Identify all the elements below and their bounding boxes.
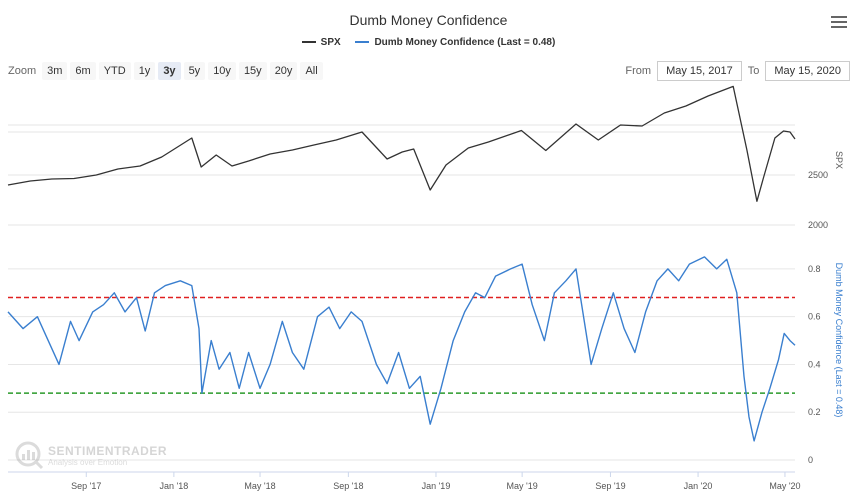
from-date-input[interactable]: May 15, 2017 xyxy=(657,61,742,81)
zoom-label: Zoom xyxy=(8,65,37,77)
date-range: From May 15, 2017 To May 15, 2020 xyxy=(619,61,850,81)
to-date-input[interactable]: May 15, 2020 xyxy=(765,61,850,81)
x-tick-label: May '19 xyxy=(507,481,538,491)
watermark-brand: SENTIMENTRADER xyxy=(48,443,168,458)
x-tick-label: Sep '19 xyxy=(595,481,625,491)
zoom-button-1y[interactable]: 1y xyxy=(133,62,156,80)
dmc-tick-label: 0.6 xyxy=(808,312,821,322)
watermark-tagline: Analysis over Emotion xyxy=(48,457,128,467)
dmc-tick-label: 0 xyxy=(808,455,813,465)
spx-axis-title: SPX xyxy=(834,151,844,169)
zoom-button-all[interactable]: All xyxy=(300,62,323,80)
legend-swatch-spx xyxy=(301,41,316,43)
chart-title: Dumb Money Confidence xyxy=(349,12,508,28)
x-tick-label: Jan '18 xyxy=(159,481,188,491)
x-tick-label: May '20 xyxy=(769,481,800,491)
legend-label-spx: SPX xyxy=(320,36,341,48)
zoom-button-10y[interactable]: 10y xyxy=(208,62,236,80)
x-tick-label: Sep '17 xyxy=(71,481,101,491)
dumb-money-series-line xyxy=(7,256,796,442)
dmc-axis-title: Dumb Money Confidence (Last = 0.48) xyxy=(834,263,844,418)
zoom-button-ytd[interactable]: YTD xyxy=(98,62,131,80)
zoom-button-5y[interactable]: 5y xyxy=(183,62,206,80)
legend-label-dumb-money: Dumb Money Confidence (Last = 0.48) xyxy=(374,36,556,48)
dmc-tick-label: 0.2 xyxy=(808,407,821,417)
to-label: To xyxy=(747,65,760,77)
x-tick-label: Jan '20 xyxy=(684,481,713,491)
sentimentrader-logo-icon xyxy=(15,441,44,470)
hamburger-menu-icon[interactable] xyxy=(831,16,847,30)
spx-series-line xyxy=(7,85,796,202)
x-tick-label: Sep '18 xyxy=(333,481,363,491)
zoom-button-6m[interactable]: 6m xyxy=(70,62,96,80)
spx-tick-label: 2500 xyxy=(808,170,828,180)
dmc-tick-label: 0.8 xyxy=(808,264,821,274)
zoom-button-15y[interactable]: 15y xyxy=(238,62,267,80)
spx-tick-label: 2000 xyxy=(808,220,828,230)
watermark: SENTIMENTRADER Analysis over Emotion xyxy=(14,440,167,470)
zoom-button-3m[interactable]: 3m xyxy=(42,62,68,80)
legend-item-spx[interactable]: SPX xyxy=(301,36,341,48)
legend-swatch-dumb-money xyxy=(355,41,370,43)
from-label: From xyxy=(625,65,652,77)
x-tick-label: May '18 xyxy=(244,481,275,491)
dmc-tick-label: 0.4 xyxy=(808,359,821,369)
zoom-button-3y[interactable]: 3y xyxy=(158,62,181,80)
x-tick-label: Jan '19 xyxy=(422,481,451,491)
zoom-selector: Zoom 3m 6m YTD 1y 3y 5y 10y 15y 20y All xyxy=(8,62,326,80)
zoom-button-20y[interactable]: 20y xyxy=(269,62,298,80)
legend: SPX Dumb Money Confidence (Last = 0.48) xyxy=(0,35,857,48)
legend-item-dumb-money[interactable]: Dumb Money Confidence (Last = 0.48) xyxy=(355,37,555,48)
